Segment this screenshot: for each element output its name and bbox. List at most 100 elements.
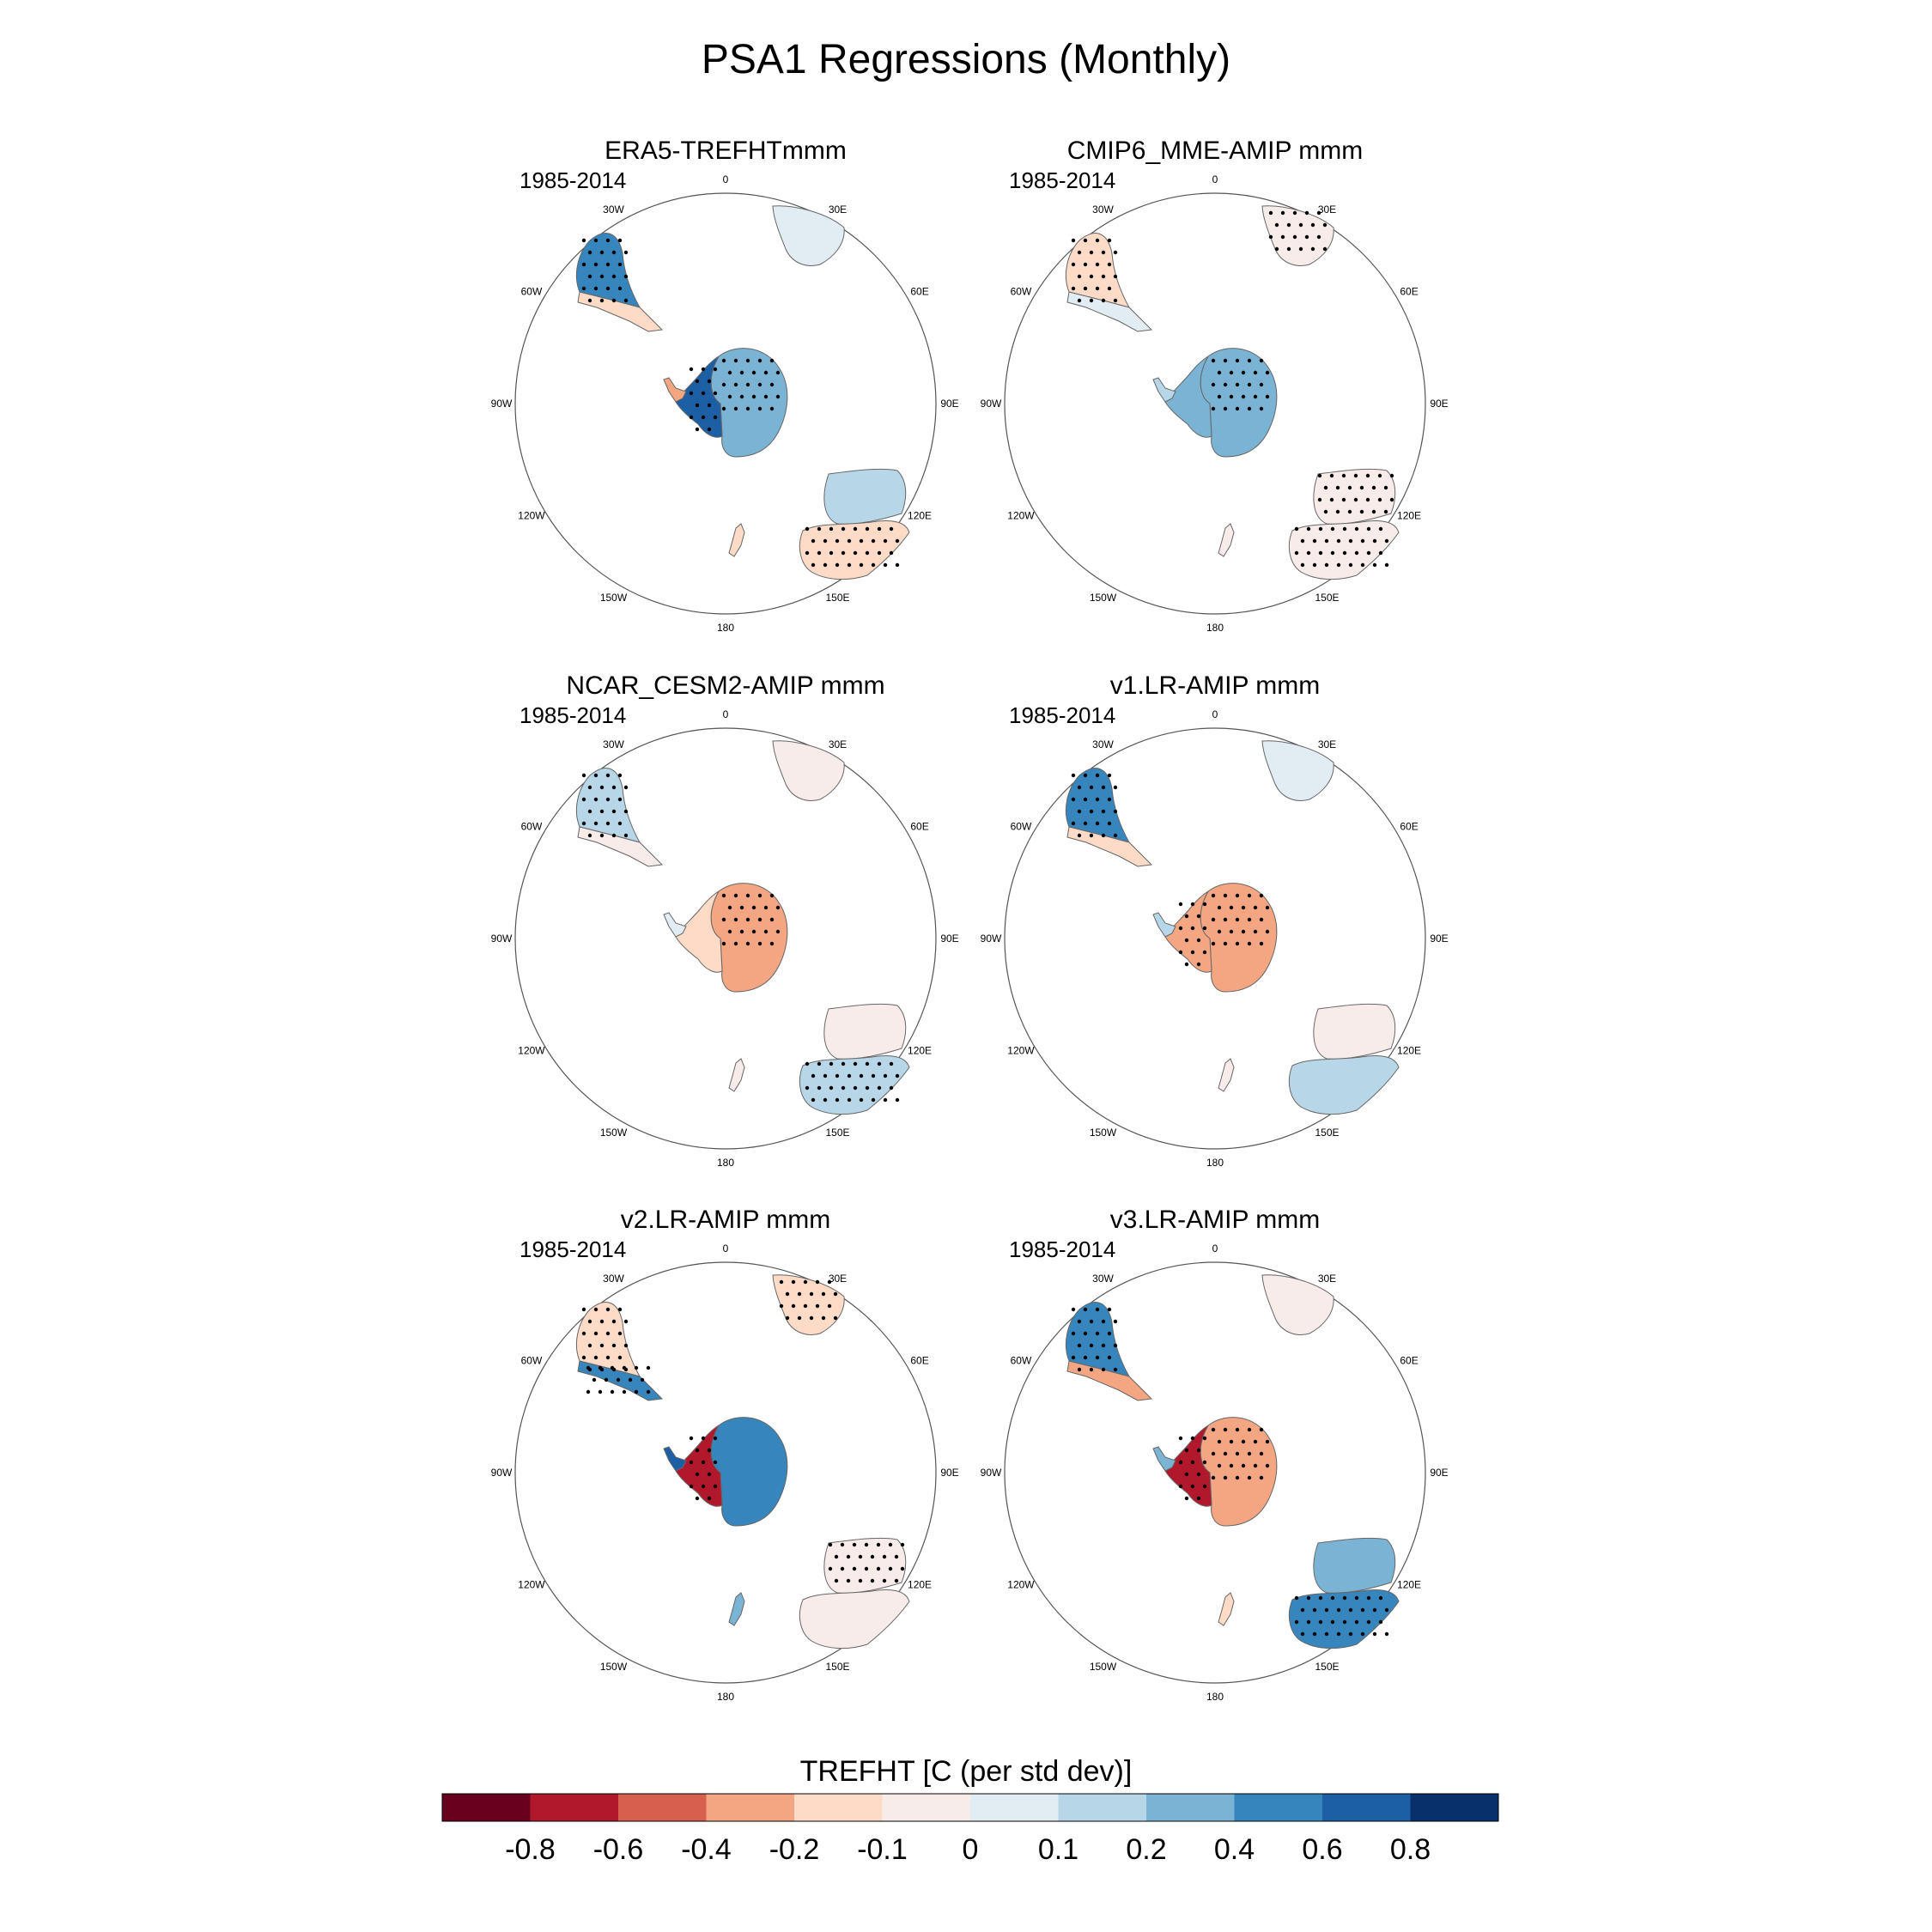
- stipple-dot-5-australia-north: [840, 1566, 845, 1571]
- stipple-dot-2-australia-south: [1372, 538, 1377, 544]
- stipple-dot-3-antarctica-east: [769, 917, 775, 922]
- lon-label: 60E: [1400, 821, 1418, 833]
- lon-label: 30E: [1318, 738, 1336, 750]
- stipple-dot-6-antarctica-east: [1229, 1439, 1234, 1444]
- stipple-dot-3-south-america-north: [605, 773, 611, 778]
- stipple-dot-4-antarctica-east: [1217, 905, 1222, 910]
- lon-label: 150W: [1090, 1127, 1117, 1139]
- region-south-america-north: [1065, 1302, 1131, 1377]
- panel-title: v3.LR-AMIP mmm: [1110, 1206, 1320, 1234]
- stipple-dot-6-south-america-north: [1083, 1355, 1088, 1360]
- stipple-dot-6-antarctica-east: [1265, 1439, 1270, 1444]
- stipple-dot-2-australia-south: [1360, 538, 1365, 544]
- colorbar-swatch: [706, 1794, 795, 1821]
- stipple-dot-5-southern-africa: [827, 1279, 832, 1285]
- stipple-dot-4-antarctica-east: [1259, 917, 1264, 922]
- stipple-dot-2-southern-africa: [1280, 210, 1285, 216]
- stipple-dot-6-australia-south: [1294, 1619, 1299, 1625]
- stipple-dot-1-south-america-north: [611, 298, 617, 303]
- stipple-dot-2-australia-north: [1347, 485, 1352, 490]
- stipple-dot-5-australia-north: [852, 1542, 857, 1547]
- stipple-dot-2-south-america-north: [1113, 274, 1118, 279]
- lon-label: 60W: [1011, 1355, 1032, 1367]
- stipple-dot-5-australia-north: [864, 1566, 869, 1571]
- lon-label: 90W: [981, 1467, 1002, 1479]
- stipple-dot-5-antarctica-west: [695, 1448, 700, 1453]
- stipple-dot-6-antarctica-east: [1253, 1439, 1258, 1444]
- stipple-dot-5-antarctica-west: [707, 1496, 712, 1501]
- stipple-dot-2-australia-north: [1383, 509, 1388, 514]
- stipple-dot-1-australia-south: [811, 562, 816, 568]
- stipple-dot-2-australia-south: [1294, 526, 1299, 532]
- region-south-america-south: [577, 1360, 664, 1401]
- stipple-dot-3-antarctica-east: [775, 929, 781, 934]
- stipple-dot-4-antarctica-west: [1196, 938, 1201, 943]
- panel-period: 1985-2014: [1009, 167, 1115, 193]
- stipple-dot-1-australia-south: [841, 550, 846, 556]
- stipple-dot-2-australia-north: [1377, 497, 1382, 502]
- stipple-dot-6-south-america-north: [1077, 1319, 1082, 1324]
- stipple-dot-6-australia-south: [1312, 1631, 1317, 1637]
- stipple-dot-2-australia-south: [1384, 562, 1389, 568]
- stipple-dot-4-antarctica-east: [1235, 917, 1240, 922]
- stipple-dot-6-south-america-north: [1101, 1319, 1106, 1324]
- lon-label: 120E: [1397, 1579, 1421, 1591]
- stipple-dot-6-south-america-north: [1107, 1331, 1112, 1336]
- stipple-dot-6-antarctica-east: [1217, 1463, 1222, 1468]
- stipple-dot-1-australia-south: [877, 526, 882, 532]
- stipple-dot-6-antarctica-east: [1235, 1451, 1240, 1456]
- stipple-dot-5-southern-africa: [815, 1279, 820, 1285]
- region-south-america-north: [1065, 233, 1131, 308]
- stipple-dot-5-south-america-north: [605, 1331, 611, 1336]
- stipple-dot-5-southern-africa: [821, 1291, 826, 1297]
- stipple-dot-1-australia-south: [835, 562, 840, 568]
- stipple-dot-5-antarctica-west: [701, 1484, 706, 1489]
- lon-label: 30W: [1092, 738, 1114, 750]
- region-australia-north: [823, 1537, 907, 1594]
- stipple-dot-6-south-america-north: [1101, 1343, 1106, 1348]
- stipple-dot-5-south-america-north: [611, 1343, 617, 1348]
- stipple-dot-5-southern-africa: [779, 1303, 784, 1309]
- stipple-dot-2-australia-south: [1300, 538, 1305, 544]
- stipple-dot-6-antarctica-west: [1184, 1496, 1189, 1501]
- stipple-dot-5-south-america-south: [640, 1377, 645, 1382]
- stipple-dot-2-south-america-north: [1107, 262, 1112, 267]
- stipple-dot-2-australia-south: [1312, 538, 1317, 544]
- stipple-dot-1-south-america-north: [599, 274, 605, 279]
- stipple-dot-5-australia-north: [828, 1566, 833, 1571]
- stipple-dot-3-south-america-north: [587, 809, 592, 814]
- stipple-dot-5-south-america-north: [605, 1355, 611, 1360]
- stipple-dot-2-south-america-north: [1107, 238, 1112, 243]
- panel-period: 1985-2014: [1009, 702, 1115, 728]
- stipple-dot-2-southern-africa: [1322, 222, 1327, 228]
- stipple-dot-1-australia-south: [817, 526, 822, 532]
- stipple-dot-1-australia-south: [853, 550, 858, 556]
- stipple-dot-3-south-america-north: [581, 821, 586, 826]
- colorbar-swatch: [618, 1794, 707, 1821]
- stipple-dot-3-antarctica-east: [733, 917, 738, 922]
- stipple-dot-5-southern-africa: [791, 1303, 796, 1309]
- stipple-dot-5-antarctica-west: [689, 1484, 694, 1489]
- stipple-dot-1-australia-south: [895, 538, 900, 544]
- stipple-dot-1-australia-south: [847, 538, 852, 544]
- region-new-zealand: [728, 1592, 745, 1626]
- stipple-dot-1-antarctica-east: [727, 394, 732, 399]
- stipple-dot-2-antarctica-east: [1217, 370, 1222, 375]
- stipple-dot-3-australia-south: [871, 1073, 876, 1078]
- lon-label: 150W: [1090, 1661, 1117, 1673]
- lon-label: 120E: [908, 1045, 932, 1057]
- stipple-dot-1-antarctica-west: [689, 367, 694, 372]
- stipple-dot-6-south-america-north: [1113, 1343, 1118, 1348]
- stipple-dot-5-antarctica-west: [707, 1448, 712, 1453]
- stipple-dot-3-australia-south: [811, 1073, 816, 1078]
- region-south-america-south: [1066, 1360, 1153, 1401]
- lon-label: 120E: [908, 510, 932, 522]
- stipple-dot-2-antarctica-east: [1235, 382, 1240, 387]
- stipple-dot-2-australia-south: [1324, 538, 1329, 544]
- stipple-dot-3-antarctica-east: [757, 917, 762, 922]
- stipple-dot-1-south-america-north: [587, 298, 592, 303]
- stipple-dot-6-antarctica-east: [1229, 1463, 1234, 1468]
- stipple-dot-2-australia-south: [1378, 526, 1383, 532]
